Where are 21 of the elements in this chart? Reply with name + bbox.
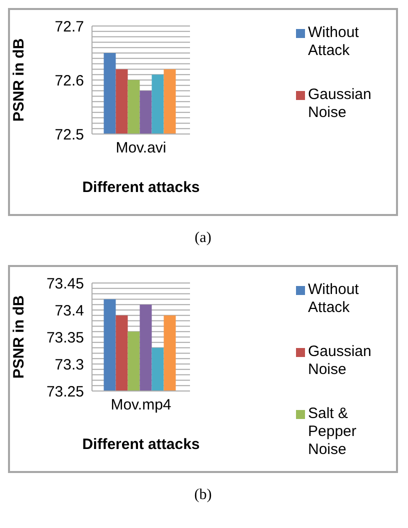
legend-label: Salt & Pepper Noise	[308, 405, 358, 459]
text: (b)	[193, 487, 213, 504]
y-tick-label: 73.45	[46, 275, 84, 292]
y-tick-label: 73.35	[46, 329, 84, 346]
legend-label: Without Attack	[308, 24, 360, 60]
x-tick-label: Mov.avi	[116, 140, 166, 157]
y-axis-title: PSNR in dB	[10, 38, 28, 122]
legend-label: Gaussian Noise	[308, 86, 372, 122]
x-axis-title: Different attacks	[82, 179, 200, 196]
y-tick-label: 72.6	[54, 72, 84, 90]
y-tick-label: 73.3	[54, 356, 84, 374]
text: (a)	[194, 230, 212, 247]
x-axis-title: Different attacks	[82, 436, 200, 453]
x-tick-label: Mov.mp4	[110, 396, 172, 414]
y-tick-label: 72.5	[54, 126, 84, 144]
y-tick-label: 72.7	[54, 18, 84, 36]
y-axis-title: PSNR in dB	[10, 295, 28, 379]
y-tick-label: 73.4	[54, 302, 84, 320]
legend-label: Gaussian Noise	[308, 343, 372, 379]
y-tick-label: 73.25	[46, 383, 84, 400]
legend-label: Without Attack	[308, 281, 360, 317]
